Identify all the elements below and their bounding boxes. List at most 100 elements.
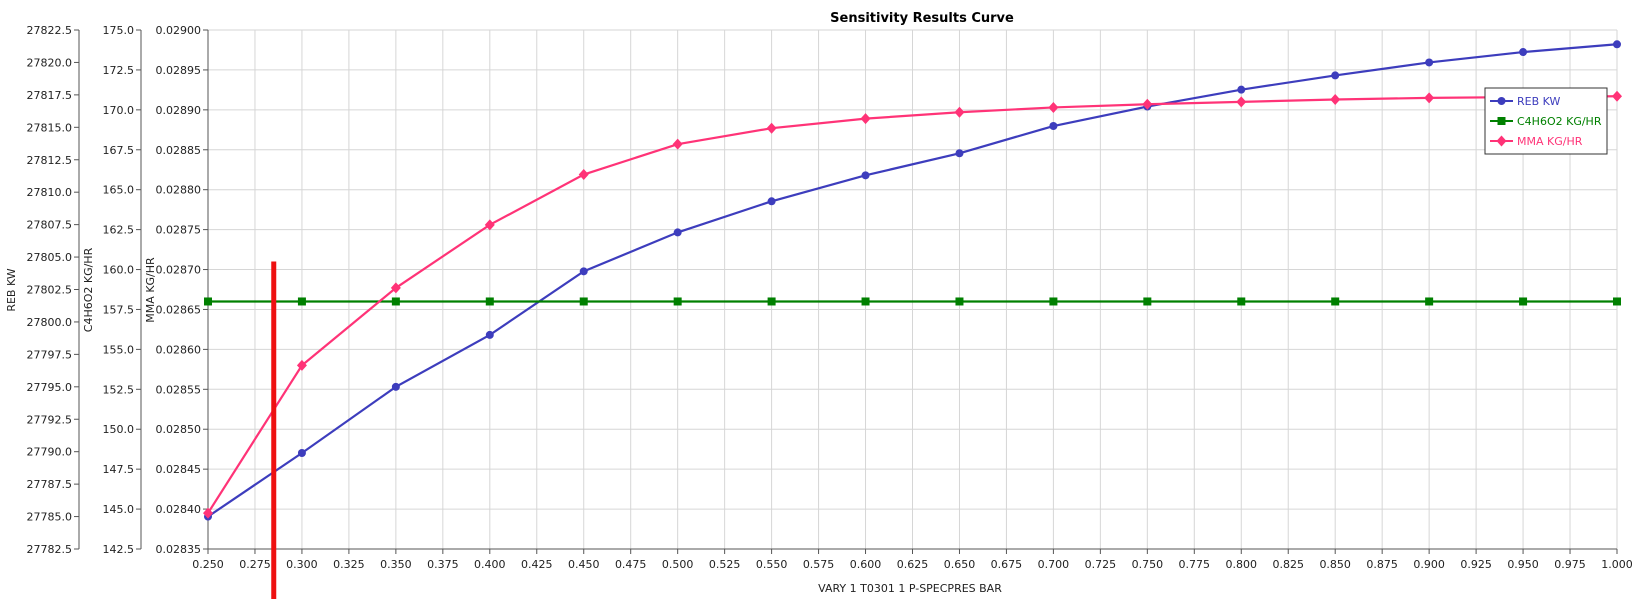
series-line	[207, 95, 1618, 514]
y-tick-label: 27812.5	[27, 154, 73, 167]
y-tick-label: 157.5	[103, 303, 135, 316]
data-point	[673, 228, 682, 237]
data-point	[861, 297, 870, 306]
y-tick-label: 27817.5	[27, 89, 73, 102]
data-point	[390, 282, 401, 294]
data-point	[204, 297, 212, 306]
data-point	[1425, 58, 1434, 67]
data-point	[766, 122, 777, 134]
y-tick-label: 27802.5	[27, 284, 73, 297]
data-point	[861, 171, 870, 180]
x-tick-label: 0.250	[192, 558, 224, 571]
y-tick-label: 27790.0	[27, 446, 73, 459]
data-point	[1236, 96, 1247, 108]
x-tick-label: 0.725	[1085, 558, 1117, 571]
chart-series	[203, 40, 1622, 521]
data-point	[1049, 122, 1058, 131]
x-tick-label: 0.850	[1319, 558, 1351, 571]
y-tick-label: 0.02835	[156, 543, 202, 556]
data-point	[1613, 40, 1621, 49]
x-tick-label: 0.925	[1460, 558, 1492, 571]
x-tick-label: 0.800	[1226, 558, 1258, 571]
y-tick-label: 147.5	[103, 463, 135, 476]
y-tick-label: 167.5	[103, 144, 135, 157]
data-point	[860, 113, 871, 125]
x-tick-label: 0.650	[944, 558, 976, 571]
x-tick-label: 0.975	[1554, 558, 1586, 571]
y-tick-label: 27815.0	[27, 121, 73, 134]
legend-swatch-marker	[1496, 135, 1507, 147]
x-tick-label: 0.550	[756, 558, 788, 571]
legend-label: C4H6O2 KG/HR	[1517, 115, 1602, 128]
y-tick-label: 27807.5	[27, 219, 73, 232]
y-tick-label: 150.0	[103, 423, 135, 436]
data-point	[955, 149, 964, 158]
y-tick-label: 0.02840	[156, 503, 202, 516]
y-tick-label: 0.02860	[156, 343, 202, 356]
x-tick-label: 0.275	[239, 558, 271, 571]
data-point	[767, 297, 776, 306]
series-2	[203, 90, 1622, 519]
data-point	[203, 507, 213, 519]
y-tick-label: 27787.5	[27, 478, 73, 491]
y-tick-label: 0.02880	[156, 184, 202, 197]
x-tick-label: 0.875	[1366, 558, 1398, 571]
y-tick-label: 27822.5	[27, 24, 73, 37]
y-tick-label: 27810.0	[27, 186, 73, 199]
x-tick-label: 0.600	[850, 558, 882, 571]
x-tick-label: 0.825	[1272, 558, 1304, 571]
legend-label: MMA KG/HR	[1517, 135, 1583, 148]
legend-item: C4H6O2 KG/HR	[1490, 115, 1602, 128]
data-point	[391, 382, 400, 391]
data-point	[579, 267, 588, 276]
data-point	[1519, 48, 1528, 57]
x-tick-label: 0.575	[803, 558, 835, 571]
y-tick-label: 145.0	[103, 503, 135, 516]
y-tick-label: 27795.0	[27, 381, 73, 394]
data-point	[1424, 92, 1435, 104]
data-point	[485, 297, 494, 306]
x-tick-label: 0.525	[709, 558, 741, 571]
x-tick-label: 0.500	[662, 558, 694, 571]
data-point	[579, 297, 588, 306]
legend-item: REB KW	[1490, 95, 1560, 108]
y-tick-label: 172.5	[103, 64, 135, 77]
x-tick-label: 0.400	[474, 558, 506, 571]
x-tick-label: 0.450	[568, 558, 600, 571]
data-point	[1049, 297, 1058, 306]
y-tick-label: 170.0	[103, 104, 135, 117]
y-tick-label: 162.5	[103, 224, 135, 237]
x-tick-label: 0.425	[521, 558, 553, 571]
y-tick-label: 0.02885	[156, 144, 202, 157]
data-point	[1613, 297, 1621, 306]
y-tick-label: 27800.0	[27, 316, 73, 329]
y-tick-label: 152.5	[103, 383, 135, 396]
data-point	[1612, 90, 1622, 102]
data-point	[673, 297, 682, 306]
y-axis-label: C4H6O2 KG/HR	[82, 247, 95, 332]
y-tick-label: 27782.5	[27, 543, 73, 556]
data-point	[484, 219, 495, 231]
data-point	[297, 448, 306, 457]
y-tick-label: 0.02895	[156, 64, 202, 77]
series-0	[204, 40, 1621, 521]
chart-axes: 0.250 0.275 0.300 0.325 0.350 0.375 0.400 0.425…	[5, 24, 1633, 571]
data-point	[767, 197, 776, 206]
y-axis-label: MMA KG/HR	[144, 257, 157, 323]
y-tick-label: 27820.0	[27, 56, 73, 69]
data-point	[1237, 85, 1246, 94]
data-point	[955, 297, 964, 306]
x-tick-label: 0.775	[1179, 558, 1211, 571]
data-point	[1330, 93, 1341, 105]
legend-swatch-marker	[1497, 97, 1506, 105]
data-point	[672, 138, 683, 150]
y-tick-label: 0.02845	[156, 463, 202, 476]
y-tick-label: 160.0	[103, 264, 135, 277]
data-point	[1237, 297, 1246, 306]
y-tick-label: 27785.0	[27, 511, 73, 524]
data-point	[1048, 101, 1059, 113]
series-line	[207, 43, 1618, 518]
x-tick-label: 1.000	[1601, 558, 1633, 571]
x-tick-label: 0.325	[333, 558, 365, 571]
